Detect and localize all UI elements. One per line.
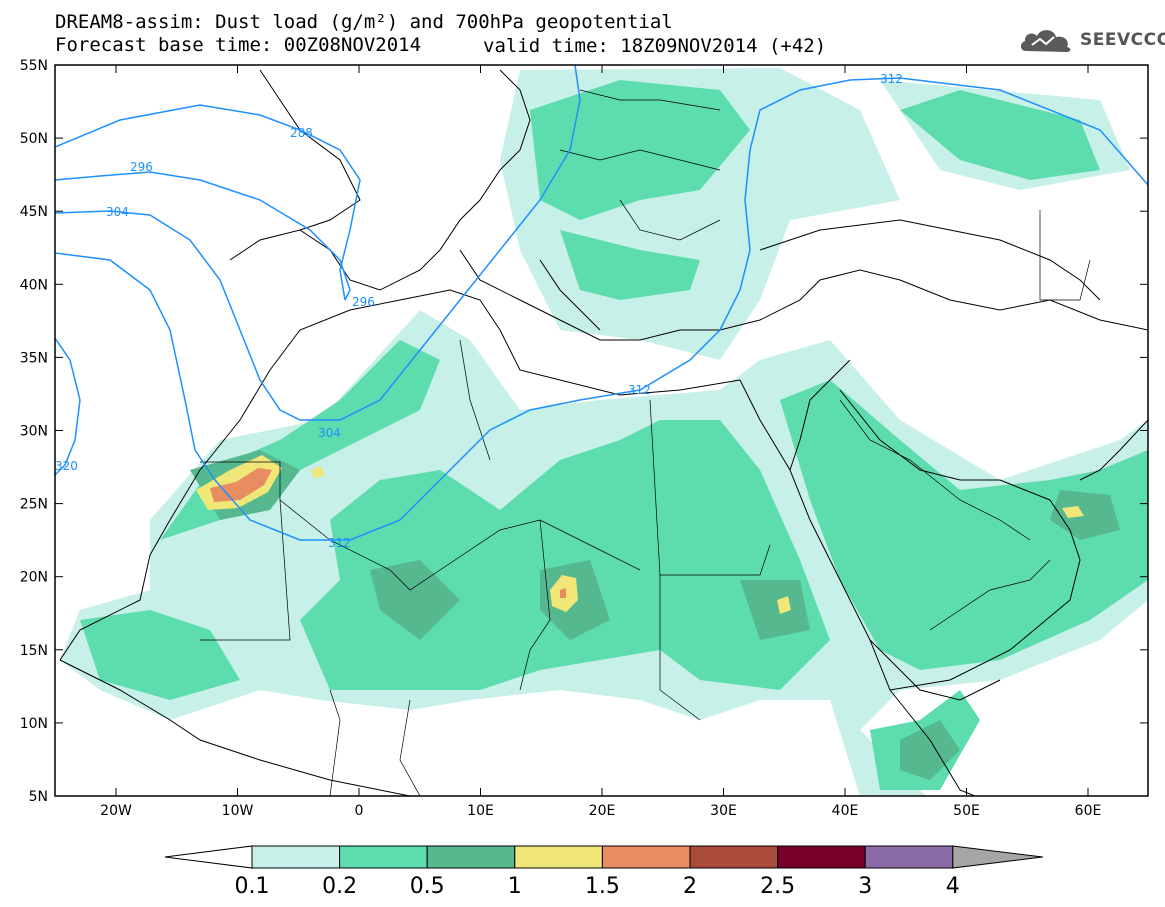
- lat-tick-label: 15N: [20, 643, 48, 659]
- lat-tick-label: 5N: [29, 789, 48, 805]
- lat-tick-label: 55N: [20, 58, 48, 74]
- contour-label: 296: [352, 295, 375, 309]
- lon-tick-label: 0: [355, 803, 364, 819]
- logo-text: SEEVCCC: [1080, 30, 1165, 50]
- colorbar-swatch: [777, 845, 866, 869]
- colorbar-label: 0.1: [235, 874, 270, 899]
- map-title: DREAM8-assim: Dust load (g/m²) and 700hP…: [55, 11, 673, 33]
- lat-tick-label: 10N: [20, 716, 48, 732]
- lon-tick-label: 20E: [589, 803, 616, 819]
- colorbar-swatch: [251, 845, 341, 869]
- contour-label: 312: [880, 72, 903, 86]
- forecast-base-time: Forecast base time: 00Z08NOV2014: [55, 34, 422, 56]
- longitude-axis: 20W 10W 0 10E 20E 30E 40E 50E 60E: [100, 65, 1101, 819]
- colorbar-label: 1.5: [585, 874, 620, 899]
- lon-tick-label: 10W: [222, 803, 254, 819]
- colorbar-label: 4: [946, 874, 960, 899]
- colorbar-label: 1: [508, 874, 522, 899]
- contour-label: 296: [130, 160, 153, 174]
- lon-tick-label: 10E: [467, 803, 494, 819]
- colorbar: 0.1 0.2 0.5 1 1.5 2 2.5 3 4: [164, 845, 1043, 899]
- contour-label: 320: [55, 459, 78, 473]
- dust-band-1-5: [210, 468, 566, 598]
- colorbar-swatch: [689, 845, 779, 869]
- colorbar-left-triangle: [164, 845, 253, 869]
- lat-tick-label: 50N: [20, 131, 48, 147]
- lat-tick-label: 30N: [20, 424, 48, 440]
- valid-time: valid time: 18Z09NOV2014 (+42): [483, 35, 827, 57]
- colorbar-swatch: [601, 845, 691, 869]
- cloud-icon: [1020, 30, 1071, 52]
- contour-label: 312: [328, 536, 351, 550]
- colorbar-swatch: [864, 845, 954, 869]
- geopotential-contours: [55, 65, 1148, 541]
- coastline-layer: [59, 69, 1148, 796]
- contour-label: 304: [106, 205, 129, 219]
- contour-label: 304: [318, 426, 341, 440]
- border-layer: [200, 89, 1091, 796]
- colorbar-swatch: [339, 845, 428, 869]
- lon-tick-label: 20W: [100, 803, 132, 819]
- contour-label: 312: [628, 383, 651, 397]
- lon-tick-label: 40E: [832, 803, 859, 819]
- lon-tick-label: 50E: [953, 803, 980, 819]
- colorbar-label: 0.5: [410, 874, 445, 899]
- lon-tick-label: 30E: [710, 803, 737, 819]
- lat-tick-label: 35N: [20, 350, 48, 366]
- colorbar-label: 0.2: [322, 874, 357, 899]
- colorbar-swatch: [514, 845, 603, 869]
- colorbar-label: 2: [683, 874, 697, 899]
- colorbar-swatch: [426, 845, 516, 869]
- colorbar-label: 2.5: [760, 874, 795, 899]
- contour-label: 288: [290, 126, 313, 140]
- lat-tick-label: 25N: [20, 497, 48, 513]
- contour-label-layer: 312 288 296 304 296 304 312 312 320: [55, 72, 903, 550]
- lat-tick-label: 40N: [20, 277, 48, 293]
- lat-tick-label: 20N: [20, 570, 48, 586]
- dust-fill-layer: [60, 68, 1148, 796]
- colorbar-right-triangle: [952, 845, 1043, 869]
- latitude-axis: 55N 50N 45N 40N 35N 30N 25N 20N 15N 10N 5N: [20, 58, 1148, 805]
- lon-tick-label: 60E: [1075, 803, 1102, 819]
- lat-tick-label: 45N: [20, 204, 48, 220]
- colorbar-label: 3: [858, 874, 872, 899]
- seevccc-logo: SEEVCCC: [1018, 25, 1165, 55]
